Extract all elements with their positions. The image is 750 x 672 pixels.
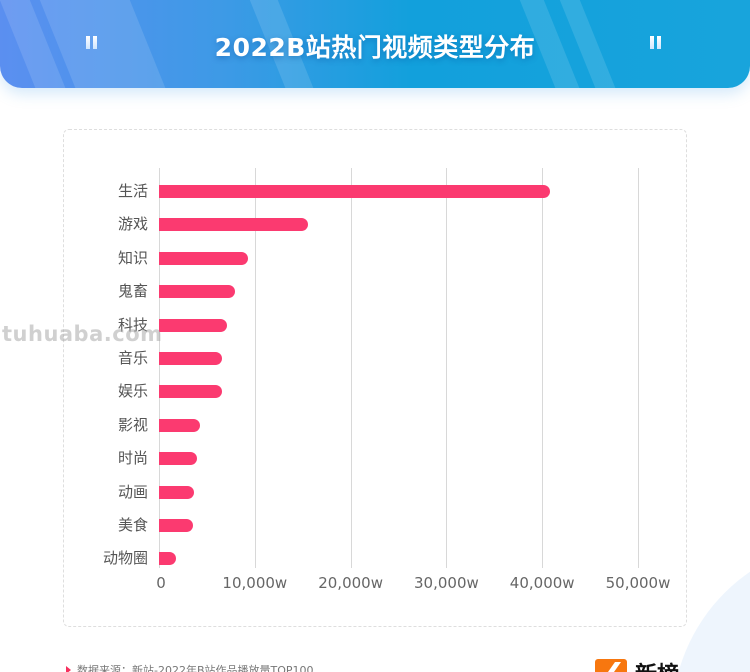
x-tick-label: 20,000w <box>318 574 383 592</box>
bar <box>159 452 198 466</box>
watermark: tuhuaba.com <box>2 322 163 346</box>
bar <box>159 185 550 198</box>
bar <box>159 285 235 299</box>
data-source-text: 数据来源：新站-2022年B站作品播放量TOP100 <box>77 664 314 672</box>
category-label: 生活 <box>117 182 148 200</box>
category-label: 音乐 <box>117 349 148 367</box>
bar <box>159 318 228 332</box>
bar <box>159 352 223 365</box>
header-banner: 2022B站热门视频类型分布 <box>0 0 750 88</box>
brand-logo-icon <box>595 659 627 672</box>
page-title: 2022B站热门视频类型分布 <box>214 33 536 62</box>
triangle-bullet-icon <box>66 666 71 672</box>
x-tick-label: 0 <box>156 574 166 592</box>
x-tick-label: 40,000w <box>509 574 575 592</box>
gridline <box>542 168 544 568</box>
x-tick-label: 50,000w <box>605 574 671 592</box>
bar <box>159 418 201 432</box>
x-tick-label: 10,000w <box>222 574 288 592</box>
bar <box>159 552 177 566</box>
bar <box>159 385 223 399</box>
gridline <box>159 168 160 568</box>
brand-logo-text: 新榜 <box>635 657 679 672</box>
data-source-note: 数据来源：新站-2022年B站作品播放量TOP100 <box>66 662 314 672</box>
bar <box>159 218 309 232</box>
category-label: 动画 <box>117 482 148 501</box>
category-label: 美食 <box>117 516 148 534</box>
category-label: 娱乐 <box>117 382 148 401</box>
category-label: 鬼畜 <box>117 282 148 301</box>
gridline <box>350 168 352 568</box>
gridline <box>254 168 256 568</box>
category-label: 科技 <box>117 315 148 334</box>
category-label: 动物圈 <box>102 549 148 568</box>
bar <box>159 485 195 499</box>
gridline <box>446 168 448 568</box>
category-label: 时尚 <box>117 449 148 468</box>
category-label: 影视 <box>117 415 148 434</box>
x-tick-label: 30,000w <box>414 574 479 592</box>
quote-mark-right-icon <box>650 36 664 50</box>
category-label: 游戏 <box>117 215 148 234</box>
bar <box>159 519 193 532</box>
gridline <box>638 168 639 568</box>
quote-mark-left-icon <box>86 36 100 50</box>
chart-card <box>63 129 687 627</box>
bar <box>159 251 249 265</box>
category-label: 知识 <box>117 248 148 267</box>
